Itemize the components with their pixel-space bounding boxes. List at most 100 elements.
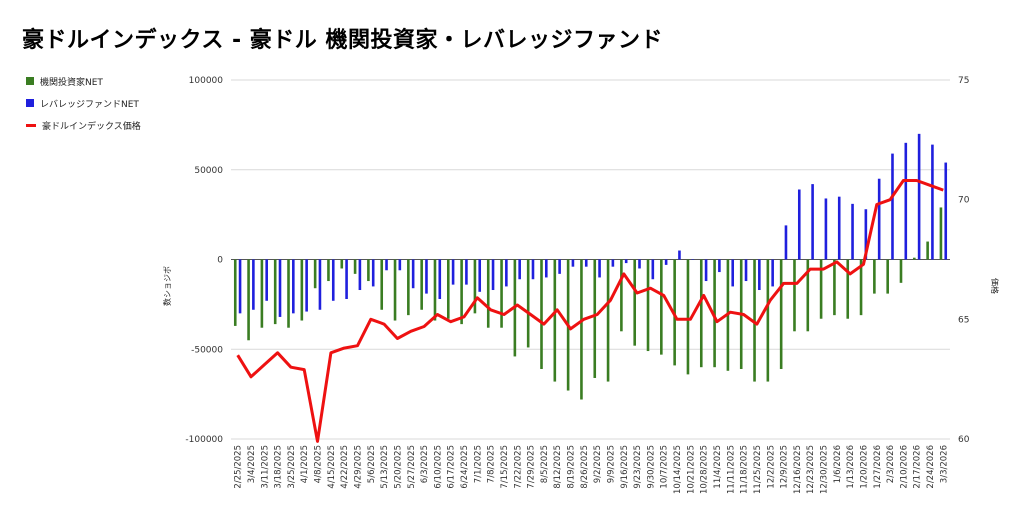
- bar-institutional: [806, 259, 810, 332]
- bar-institutional: [233, 259, 237, 326]
- bar-leveraged: [837, 196, 841, 260]
- bar-leveraged: [584, 259, 588, 267]
- x-tick-label: 10/7/2025: [660, 445, 670, 489]
- bar-leveraged: [624, 259, 628, 264]
- bar-leveraged: [385, 259, 388, 271]
- y-axis-right: 75 70 65 60: [958, 76, 970, 445]
- x-tick-label: 2/3/2026: [886, 445, 896, 483]
- x-tick-label: 5/6/2025: [367, 445, 377, 483]
- bar-leveraged: [744, 259, 748, 282]
- x-tick-label: 8/5/2025: [540, 445, 550, 483]
- x-tick-label: 7/15/2025: [500, 445, 510, 489]
- x-tick-label: 9/30/2025: [646, 445, 656, 489]
- legend-swatch-price: [26, 123, 36, 127]
- bar-leveraged: [691, 259, 695, 260]
- x-tick-label: 10/21/2025: [686, 445, 696, 494]
- x-tick-label: 9/23/2025: [633, 445, 643, 489]
- x-tick-label: 4/22/2025: [340, 445, 350, 489]
- x-tick-label: 3/4/2025: [247, 445, 257, 483]
- bar-institutional: [580, 259, 583, 400]
- bar-institutional: [926, 241, 929, 260]
- bar-leveraged: [784, 225, 788, 260]
- bar-institutional: [699, 259, 703, 368]
- bar-institutional: [247, 259, 250, 341]
- bar-leveraged: [611, 259, 615, 267]
- bar-leveraged: [531, 259, 535, 280]
- y-axis-right-title: 価格: [990, 278, 1000, 294]
- legend-label-price: 豪ドルインデックス価格: [42, 121, 141, 132]
- x-tick-label: 6/3/2025: [420, 445, 430, 483]
- bar-leveraged: [558, 259, 561, 274]
- bar-institutional: [753, 259, 756, 382]
- bar-institutional: [327, 259, 330, 282]
- bar-institutional: [686, 259, 690, 375]
- bar-leveraged: [358, 259, 362, 291]
- bar-leveraged: [771, 259, 774, 287]
- bar-leveraged: [544, 259, 548, 278]
- x-tick-label: 6/17/2025: [447, 445, 457, 489]
- bar-leveraged: [851, 203, 854, 260]
- bar-leveraged: [638, 259, 641, 269]
- bar-leveraged: [318, 259, 322, 310]
- x-tick-label: 7/22/2025: [513, 445, 523, 489]
- bar-institutional: [606, 259, 610, 382]
- y-tick-label: 50000: [194, 166, 223, 176]
- legend-label-institutional: 機関投資家NET: [40, 77, 103, 88]
- bar-leveraged: [877, 178, 881, 260]
- bar-institutional: [846, 259, 850, 319]
- bar-leveraged: [478, 259, 482, 292]
- y-tick-label: -100000: [185, 435, 223, 445]
- x-tick-label: 1/27/2026: [873, 445, 883, 489]
- bar-leveraged: [571, 259, 575, 267]
- bar-institutional: [899, 259, 903, 283]
- bar-institutional: [713, 259, 716, 368]
- x-tick-label: 5/13/2025: [380, 445, 390, 489]
- bar-leveraged: [797, 189, 801, 260]
- y-axis-left-title: 数ショジボ: [162, 266, 172, 306]
- x-tick-label: 3/18/2025: [274, 445, 284, 489]
- bar-institutional: [766, 259, 770, 382]
- bar-leveraged: [505, 259, 508, 287]
- bar-institutional: [500, 259, 503, 328]
- bar-institutional: [859, 259, 863, 316]
- bar-institutional: [300, 259, 304, 321]
- bar-leveraged: [824, 198, 828, 260]
- bar-institutional: [939, 207, 943, 260]
- x-tick-label: 1/13/2026: [846, 445, 856, 489]
- x-tick-label: 2/17/2026: [913, 445, 923, 489]
- bar-leveraged: [398, 259, 402, 271]
- y2-tick-label: 60: [958, 435, 970, 445]
- x-tick-label: 12/30/2025: [820, 445, 830, 494]
- bar-leveraged: [651, 259, 655, 280]
- x-tick-label: 12/9/2025: [780, 445, 790, 489]
- y-tick-label: 0: [217, 256, 223, 266]
- bar-leveraged: [491, 259, 495, 291]
- x-tick-label: 11/18/2025: [740, 445, 750, 494]
- price-line: [236, 179, 944, 443]
- bar-institutional: [433, 259, 437, 321]
- bar-leveraged: [864, 209, 868, 260]
- y2-tick-label: 70: [958, 196, 970, 206]
- x-tick-label: 6/10/2025: [433, 445, 443, 489]
- gridlines: [231, 79, 950, 440]
- x-tick-label: 12/23/2025: [806, 445, 816, 494]
- chart-title: 豪ドルインデックス - 豪ドル 機関投資家・レバレッジファンド: [22, 28, 663, 53]
- bar-leveraged: [331, 259, 335, 301]
- bar-leveraged: [944, 162, 948, 260]
- bar-institutional: [819, 259, 823, 319]
- bar-institutional: [779, 259, 783, 369]
- x-tick-label: 11/25/2025: [753, 445, 763, 494]
- x-tick-label: 9/2/2025: [593, 445, 603, 483]
- x-tick-label: 11/4/2025: [713, 445, 723, 489]
- x-axis: 2/25/2025 3/4/2025 3/11/2025 3/18/2025 3/25/…: [234, 445, 950, 494]
- bar-leveraged: [438, 259, 442, 299]
- x-tick-label: 3/3/2026: [939, 445, 949, 483]
- x-tick-label: 2/10/2026: [899, 445, 909, 489]
- x-tick-label: 7/1/2025: [473, 445, 483, 483]
- x-tick-label: 3/25/2025: [287, 445, 297, 489]
- bar-leveraged: [718, 259, 721, 273]
- bar-institutional: [660, 259, 663, 355]
- bar-institutional: [420, 259, 423, 310]
- bar-leveraged: [292, 259, 295, 314]
